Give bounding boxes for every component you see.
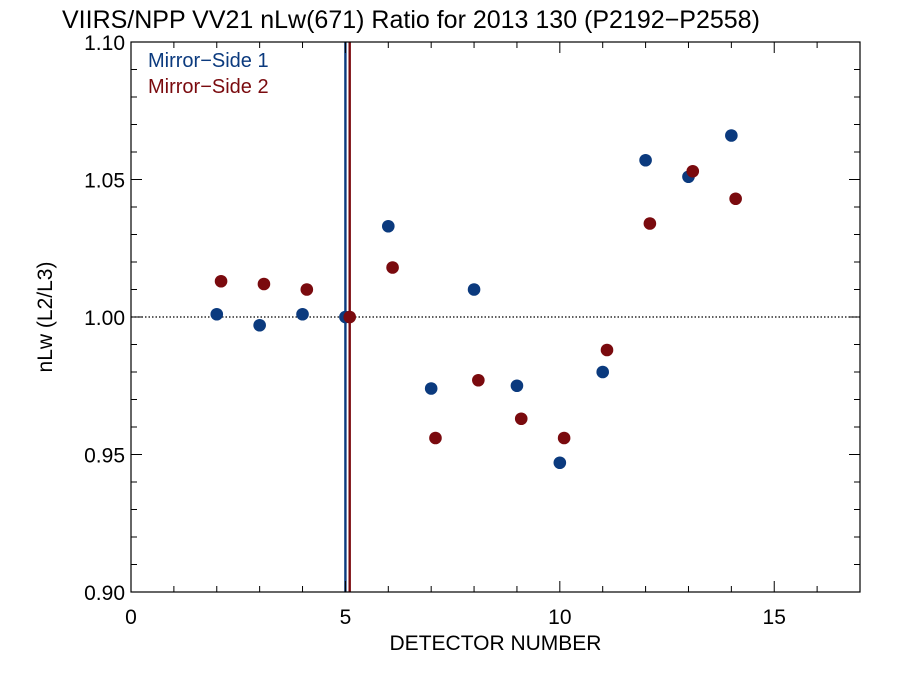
series-1-point [296,307,309,321]
y-tick-label: 0.90 [84,582,125,605]
series-2-point [386,261,399,274]
plot-frame [130,41,861,593]
series-2-point [214,274,228,288]
series-1-point [510,379,524,393]
series-1-point [467,283,481,296]
series-2-point [600,343,614,357]
y-tick-label: 0.95 [84,445,125,468]
series-1-point [210,307,224,321]
series-2-point [643,217,657,230]
series-1-point [253,318,266,332]
y-axis-title: nLw (L2/L3) [34,262,57,373]
data-points [210,129,742,470]
y-tick-label: 1.00 [84,307,125,330]
series-2-point [686,164,700,178]
x-tick-label: 5 [340,606,352,629]
x-tick-label: 15 [763,606,786,629]
x-axis-title: DETECTOR NUMBER [390,632,602,655]
series-1-point [381,219,395,233]
series-1-point [596,365,610,379]
legend-entry-1: Mirror−Side 1 [148,50,269,72]
series-2-point [300,283,314,296]
series-1-point [553,456,567,470]
chart-title: VIIRS/NPP VV21 nLw(671) Ratio for 2013 1… [62,6,760,34]
y-tick-label: 1.10 [84,32,125,55]
series-2-point [729,192,742,206]
series-2-point [557,431,571,445]
series-2-point [514,412,528,426]
series-1-point [639,153,652,167]
series-2-point [472,373,485,387]
legend-entry-2: Mirror−Side 2 [148,76,269,98]
series-1-point [725,129,738,142]
x-tick-label: 10 [548,606,571,629]
x-tick-label: 0 [125,606,137,629]
series-2-point [343,310,357,324]
axis-ticks: 0 5 10 15 0.90 0.95 1.00 1.05 1.10 [84,32,861,629]
legend: Mirror−Side 1 Mirror−Side 2 [148,50,269,98]
y-tick-label: 1.05 [84,170,125,193]
series-1-point [424,382,438,395]
series-2-point [429,431,442,445]
series-2-point [257,277,271,291]
